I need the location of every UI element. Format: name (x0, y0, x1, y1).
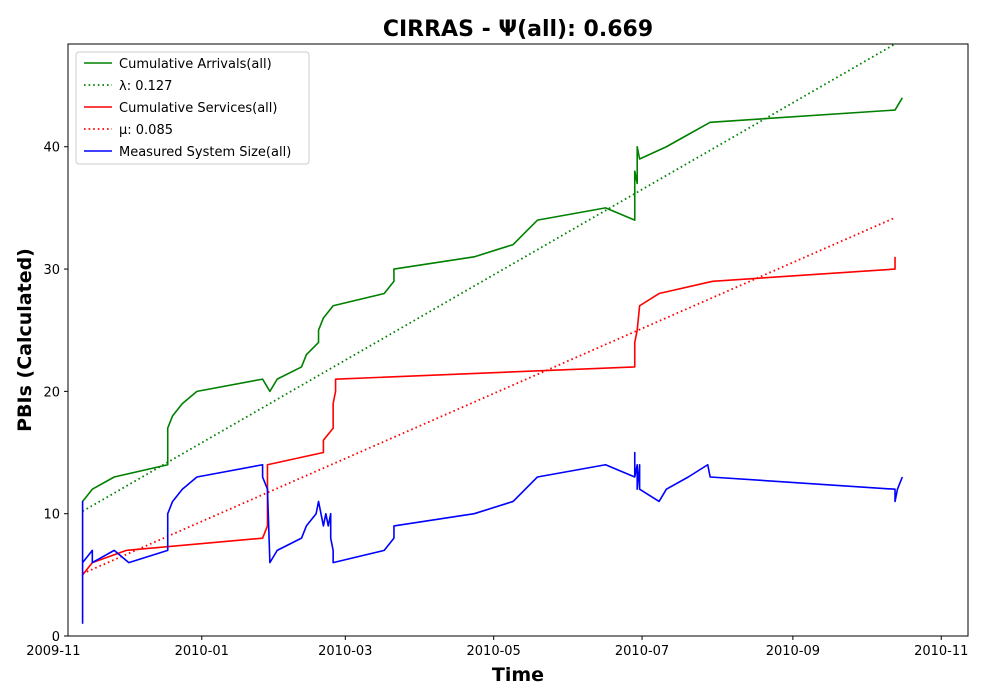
x-tick-label: 2010-09 (766, 644, 820, 659)
series-line-4 (82, 216, 896, 575)
chart-title: CIRRAS - Ψ(all): 0.669 (383, 17, 653, 42)
legend: Cumulative Arrivals(all) λ: 0.127 Cumulati… (75, 51, 310, 165)
y-tick-label: 40 (43, 141, 60, 156)
x-tick-label: 2010-03 (318, 644, 372, 659)
axis-ticks: 2009-11 2010-01 2010-03 2010-05 2010-07 2010-… (26, 141, 968, 659)
x-tick-label: 2010-07 (615, 644, 669, 659)
y-axis-label: PBIs (Calculated) (14, 248, 36, 432)
x-tick-label: 2010-11 (914, 644, 968, 659)
y-tick-label: 0 (52, 630, 60, 645)
legend-item-label: λ: 0.127 (119, 79, 172, 94)
legend-box (75, 51, 310, 165)
y-tick-label: 20 (43, 385, 60, 400)
plot-area (81, 44, 904, 624)
plot-frame (67, 43, 969, 637)
legend-item-label: Cumulative Services(all) (119, 101, 277, 116)
y-tick-label: 10 (43, 508, 60, 523)
y-tick-label: 30 (43, 263, 60, 278)
series-line-1 (81, 97, 904, 502)
series-line-5 (81, 451, 904, 624)
x-axis-label: Time (492, 664, 544, 686)
series-line-3 (81, 256, 896, 576)
legend-item-label: μ: 0.085 (119, 123, 173, 138)
legend-item-label: Cumulative Arrivals(all) (119, 57, 272, 72)
x-tick-label: 2009-11 (26, 644, 80, 659)
x-tick-label: 2010-05 (467, 644, 521, 659)
legend-item-label: Measured System Size(all) (119, 145, 291, 160)
x-tick-label: 2010-01 (175, 644, 229, 659)
